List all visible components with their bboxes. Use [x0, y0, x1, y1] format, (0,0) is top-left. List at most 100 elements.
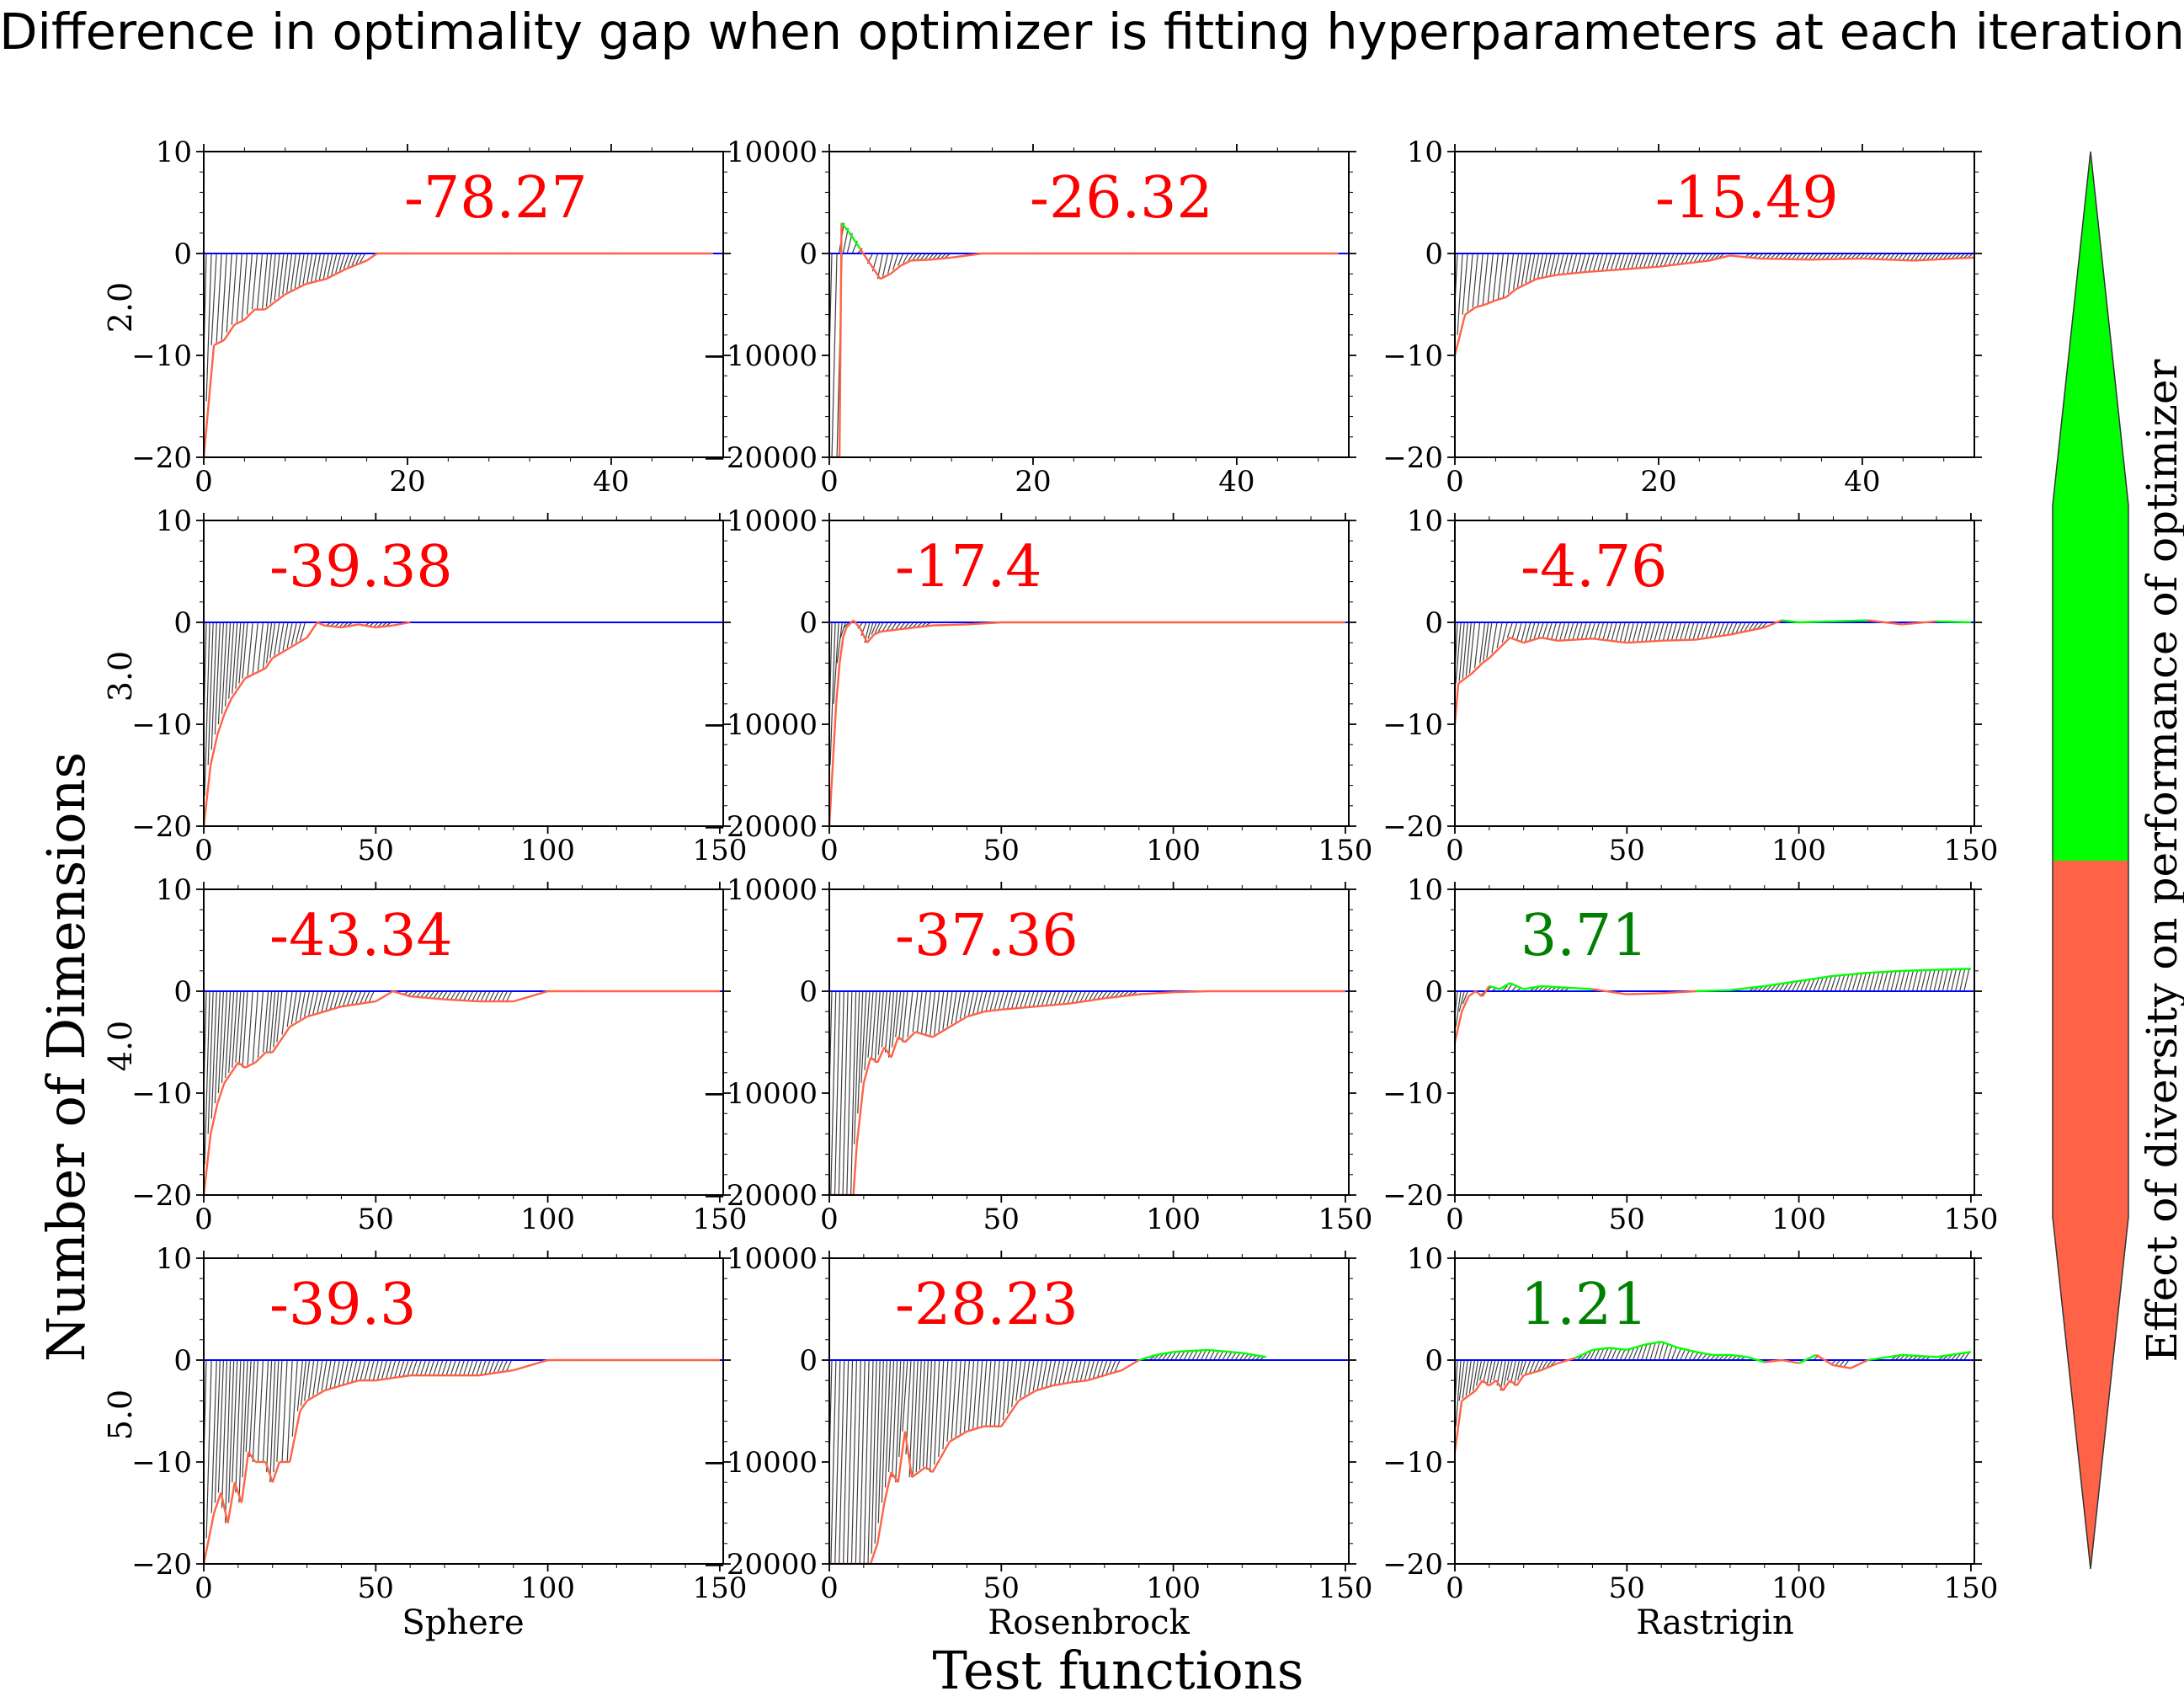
hatch-mark [1813, 253, 1819, 260]
hatch-mark [235, 990, 242, 1063]
hatch-mark [1664, 253, 1670, 266]
series-segment [1489, 647, 1500, 659]
hatch-mark [1537, 622, 1544, 638]
hatch-mark [946, 1359, 953, 1442]
hatch-mark [454, 990, 461, 1000]
hatch-mark [981, 1359, 988, 1427]
hatch-mark [1882, 971, 1888, 992]
hatch-mark [411, 1359, 418, 1376]
series-segment [213, 1491, 222, 1513]
hatch-mark [312, 1359, 319, 1396]
hatch-mark [1821, 977, 1828, 992]
hatch-mark [928, 253, 935, 260]
hatch-mark [884, 1359, 892, 1488]
plot-content [829, 619, 1349, 826]
x-tick-label: 50 [1609, 1203, 1645, 1236]
hatch-mark [238, 1359, 245, 1503]
hatch-mark [916, 990, 923, 1033]
series-segment [1764, 979, 1799, 988]
hatch-mark [325, 1359, 332, 1390]
y-tick-label: 10000 [727, 136, 818, 169]
x-tick-label: 0 [1446, 465, 1464, 499]
series-segment [931, 1026, 951, 1038]
y-tick-label: 0 [173, 975, 192, 1009]
hatch-mark [1753, 622, 1760, 630]
hatch-mark [257, 622, 264, 671]
hatch-mark [1525, 253, 1531, 284]
hatch-mark [1476, 1359, 1483, 1386]
series-segment [1902, 968, 1937, 972]
hatch-mark [312, 990, 319, 1015]
hatch-mark [829, 622, 833, 745]
y-tick-label: −20 [1382, 441, 1443, 475]
hatch-mark [1635, 253, 1642, 269]
hatch-mark [1615, 622, 1622, 643]
hatch-mark [450, 990, 456, 1000]
series-segment [1474, 1379, 1484, 1391]
series-segment [204, 344, 216, 457]
hatch-mark [1618, 253, 1625, 270]
x-tick-label: 50 [983, 834, 1020, 867]
hatch-mark [273, 1359, 280, 1473]
series-segment [1781, 1358, 1799, 1364]
hatch-mark [1502, 253, 1510, 298]
series-segment [1468, 1390, 1477, 1397]
hatch-mark [1467, 253, 1473, 312]
hatch-mark [938, 1359, 945, 1457]
hatch-mark [210, 990, 217, 1119]
x-tick-label: 0 [194, 1571, 213, 1605]
x-tick-label: 150 [1943, 834, 1998, 867]
hatch-mark [867, 622, 874, 639]
plot-content [829, 221, 1349, 457]
hatch-mark [1579, 253, 1586, 273]
hatch-mark [1632, 1347, 1639, 1361]
hatch-mark [327, 253, 333, 277]
hatch-mark [231, 253, 237, 325]
hatch-mark [946, 990, 953, 1027]
y-tick-label: −10 [1382, 1446, 1443, 1480]
hatch-mark [1546, 622, 1553, 640]
hatch-mark [1676, 253, 1683, 264]
hatch-mark [1541, 253, 1548, 278]
hatch-mark [1525, 1359, 1531, 1374]
series-segment [285, 283, 306, 296]
hatch-mark [887, 253, 894, 275]
series-segment [1627, 639, 1662, 644]
series-segment [376, 624, 393, 629]
hatch-mark [1637, 622, 1643, 643]
series-segment [306, 1011, 325, 1018]
hatch-mark [1515, 622, 1522, 642]
series-segment [264, 1461, 274, 1483]
hatch-mark [1093, 1359, 1100, 1379]
hatch-mark [355, 253, 362, 264]
hatch-mark [955, 990, 961, 1022]
series-segment [873, 630, 882, 636]
series-segment [341, 1000, 376, 1008]
series-segment [410, 995, 445, 1000]
x-tick-label: 0 [1446, 1203, 1464, 1236]
hatch-mark [355, 1359, 362, 1381]
hatch-mark [1782, 982, 1789, 992]
plot-area [204, 520, 723, 826]
hatch-mark [205, 253, 212, 402]
hatch-mark [1585, 622, 1591, 639]
y-tick-label: −20000 [702, 810, 818, 844]
hatch-mark [1507, 253, 1515, 294]
series-segment [1461, 995, 1470, 1012]
series-segment [1862, 257, 1914, 262]
hatch-mark [364, 990, 370, 1003]
hatch-mark [942, 990, 949, 1030]
plot-area [829, 889, 1349, 1195]
series-segment [1592, 638, 1627, 644]
hatch-mark [251, 253, 258, 310]
hatch-mark [1472, 253, 1478, 308]
hatch-mark [1572, 622, 1579, 640]
series-segment [306, 1390, 325, 1402]
axes-frame [1454, 520, 1975, 827]
hatch-mark [204, 253, 207, 376]
x-tick-label: 150 [692, 1571, 747, 1605]
panel-annotation: 3.71 [1521, 903, 1648, 969]
x-tick-label: 20 [1640, 465, 1676, 499]
hatch-mark [311, 253, 317, 282]
